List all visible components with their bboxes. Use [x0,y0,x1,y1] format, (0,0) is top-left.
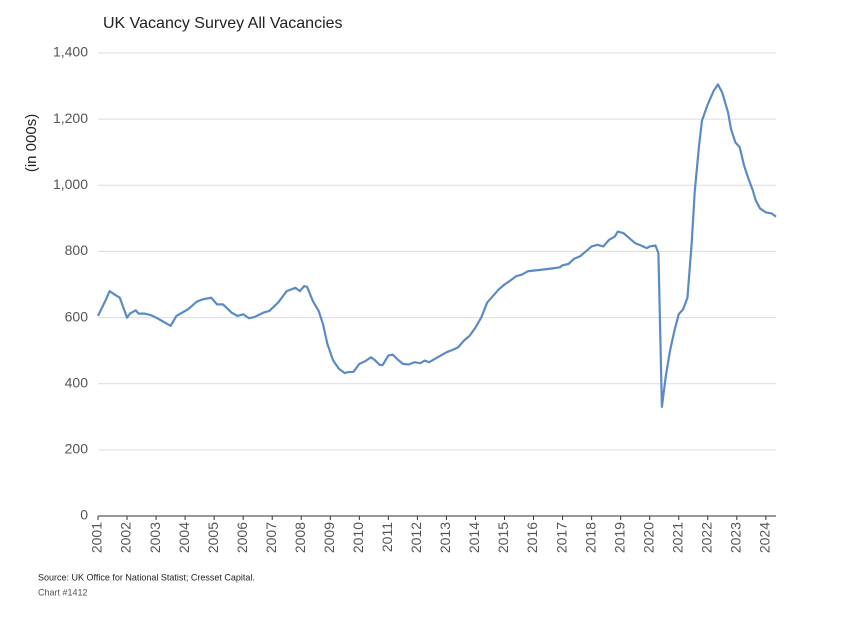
x-tick-label: 2023 [728,522,744,553]
x-tick-label: 2010 [350,522,366,553]
x-tick-label: 2011 [379,522,395,552]
y-tick-label: 600 [65,308,89,324]
x-tick-label: 2009 [321,522,337,553]
x-tick-label: 2003 [147,522,163,553]
x-tick-label: 2024 [757,522,773,553]
y-tick-label: 1,000 [53,176,88,192]
y-tick-label: 800 [65,242,89,258]
grid [98,52,776,517]
chart-title: UK Vacancy Survey All Vacancies [103,15,343,32]
x-tick-label: 2004 [176,522,192,553]
y-tick-label: 0 [80,507,88,523]
x-tick-label: 2007 [263,522,279,553]
data-line [97,83,777,408]
x-tick-label: 2022 [698,522,714,553]
x-tick-label: 2002 [118,522,134,553]
x-tick-label: 2015 [495,522,511,553]
chart-note: Chart #1412 [38,587,88,597]
x-tick-label: 2001 [89,522,105,553]
x-tick-label: 2012 [408,522,424,553]
source: Source: UK Office for National Statist; … [38,572,255,582]
y-axis-label: (in 000s) [23,114,40,172]
y-tick-label: 1,200 [53,110,88,126]
y-tick-label: 400 [65,374,89,390]
x-tick-label: 2018 [582,522,598,553]
x-tick-label: 2013 [437,522,453,553]
x-tick-label: 2014 [466,522,482,553]
x-tick-label: 2021 [669,522,685,553]
x-tick-label: 2020 [640,522,656,553]
x-tick-label: 2005 [205,522,221,553]
x-tick-label: 2008 [292,522,308,553]
y-tick-label: 1,400 [53,44,88,60]
x-tick-label: 2006 [234,522,250,553]
x-tick-label: 2016 [524,522,540,553]
y-tick-label: 200 [65,441,89,457]
x-tick-label: 2019 [611,522,627,553]
x-tick-label: 2017 [553,522,569,553]
